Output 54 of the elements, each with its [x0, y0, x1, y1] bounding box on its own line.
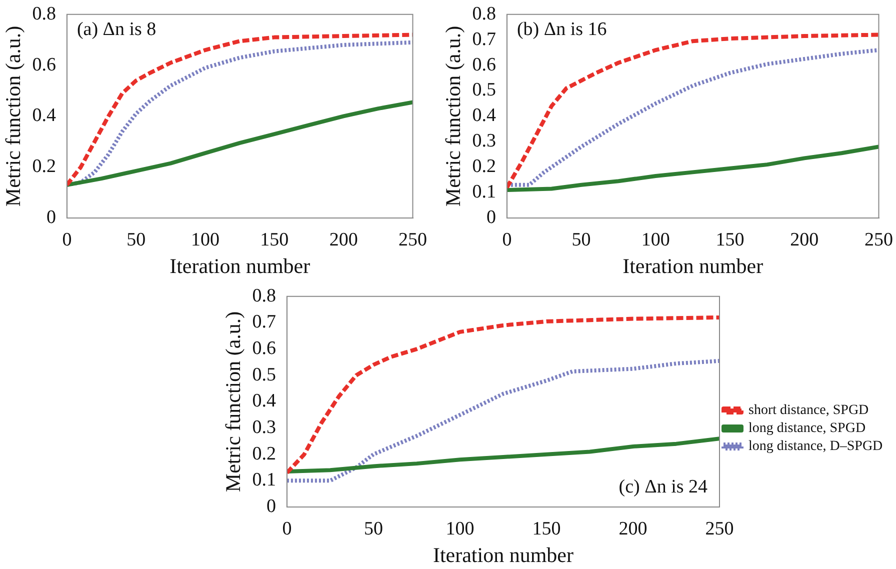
y-tick-label: 0	[46, 206, 56, 228]
y-tick-label: 0.2	[32, 156, 56, 178]
x-tick-label: 100	[446, 518, 474, 540]
x-tick-label: 50	[364, 518, 383, 540]
y-tick-label: 0	[486, 206, 496, 228]
x-tick-label: 200	[618, 518, 648, 540]
y-axis-title: Metric function (a.u.)	[441, 26, 466, 207]
x-tick-label: 0	[282, 518, 292, 540]
y-tick-label: 0.4	[252, 390, 276, 412]
annotation: (b) Δn is 16	[516, 18, 607, 40]
x-tick-label: 50	[126, 229, 146, 250]
x-tick-label: 150	[716, 229, 744, 250]
x-tick-label: 100	[641, 229, 670, 250]
y-tick-label: 0.5	[472, 80, 496, 101]
x-axis-title: Iteration number	[432, 542, 574, 567]
x-tick-label: 150	[260, 229, 289, 250]
x-tick-label: 50	[572, 229, 591, 250]
y-axis-title: Metric function (a.u.)	[1, 26, 26, 207]
x-tick-label: 250	[398, 229, 427, 250]
y-tick-label: 0.6	[472, 54, 496, 76]
y-tick-label: 0.5	[252, 364, 276, 386]
y-tick-label: 0.6	[32, 54, 56, 76]
x-tick-label: 250	[864, 229, 893, 250]
x-tick-label: 150	[532, 518, 561, 540]
y-axis-title: Metric function (a.u.)	[221, 311, 246, 492]
y-tick-label: 0.7	[252, 312, 276, 333]
legend-label: short distance, SPGD	[748, 403, 869, 418]
x-tick-label: 200	[790, 229, 819, 250]
y-tick-label: 0.8	[32, 3, 56, 24]
annotation: (a) Δn is 8	[76, 18, 156, 40]
x-axis-title: Iteration number	[622, 254, 764, 278]
x-tick-label: 100	[191, 229, 220, 250]
y-tick-label: 0.8	[252, 285, 276, 306]
y-tick-label: 0.3	[252, 417, 276, 438]
legend-label: long distance, D–SPGD	[748, 439, 883, 454]
y-tick-label: 0.6	[252, 338, 276, 360]
line-series	[286, 315, 720, 475]
y-tick-label: 0.4	[32, 105, 56, 126]
x-axis-title: Iteration number	[170, 254, 310, 278]
y-tick-label: 0	[266, 496, 276, 517]
y-tick-label: 0.7	[472, 28, 496, 50]
x-tick-label: 250	[705, 518, 734, 540]
x-tick-label: 0	[62, 229, 72, 250]
y-tick-label: 0.3	[472, 130, 496, 152]
y-tick-label: 0.2	[472, 156, 496, 178]
x-tick-label: 200	[329, 229, 358, 250]
y-tick-label: 0.1	[472, 182, 496, 203]
y-tick-label: 0.8	[472, 3, 496, 24]
annotation: (c) Δn is 24	[618, 476, 708, 498]
legend-label: long distance, SPGD	[748, 421, 866, 436]
y-tick-label: 0.4	[472, 105, 496, 126]
y-tick-label: 0.1	[252, 470, 276, 491]
y-tick-label: 0.2	[252, 443, 276, 464]
x-tick-label: 0	[502, 229, 512, 250]
